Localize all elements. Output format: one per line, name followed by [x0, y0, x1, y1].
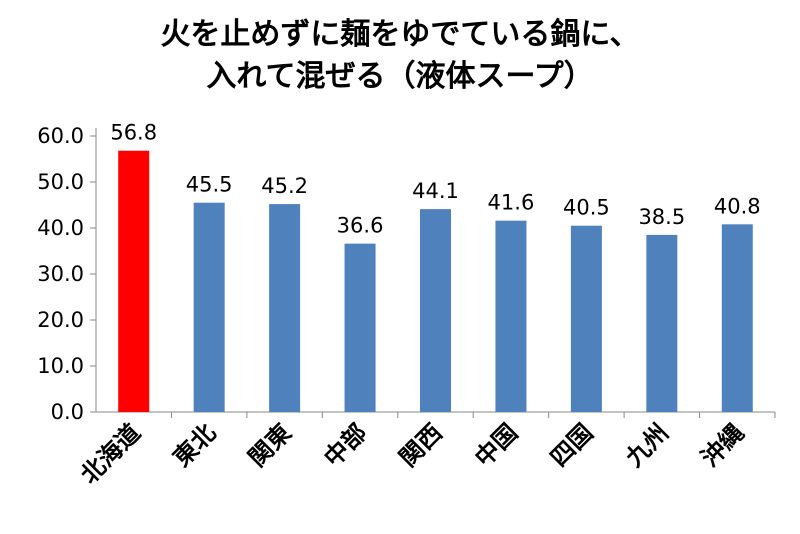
data-label: 40.8: [714, 194, 761, 218]
data-label: 45.5: [186, 173, 233, 197]
chart-title-line-2: 入れて混ぜる（液体スープ）: [206, 59, 594, 94]
bar: [344, 243, 376, 412]
y-tick-label: 0.0: [51, 400, 84, 424]
chart-title: 火を止めずに麺をゆでている鍋に、 入れて混ぜる（液体スープ）: [0, 14, 800, 98]
x-tick-label: 九州: [620, 418, 674, 472]
data-label: 45.2: [261, 174, 308, 198]
chart-title-line-1: 火を止めずに麺をゆでている鍋に、: [160, 17, 640, 52]
x-tick-label: 沖縄: [696, 418, 750, 472]
bar: [193, 202, 225, 412]
bar: [495, 220, 527, 412]
y-tick-label: 30.0: [37, 262, 84, 286]
y-tick-label: 50.0: [37, 170, 84, 194]
x-tick-label: 北海道: [75, 418, 146, 489]
y-tick-label: 10.0: [37, 354, 84, 378]
bar: [118, 150, 150, 412]
bar: [570, 225, 602, 412]
x-tick-label: 中部: [319, 418, 373, 472]
y-tick-label: 40.0: [37, 216, 84, 240]
x-tick-label: 関西: [394, 418, 448, 472]
data-label: 56.8: [110, 121, 157, 145]
data-label: 44.1: [412, 179, 459, 203]
data-label: 38.5: [638, 205, 685, 229]
x-tick-label: 東北: [168, 418, 222, 472]
data-label: 41.6: [488, 191, 535, 215]
y-tick-label: 20.0: [37, 308, 84, 332]
x-tick-label: 関東: [243, 418, 297, 472]
bar: [721, 224, 753, 412]
x-tick-label: 中国: [469, 418, 523, 472]
bar: [269, 204, 301, 412]
data-label: 40.5: [563, 196, 610, 220]
y-tick-label: 60.0: [37, 124, 84, 148]
x-tick-label: 四国: [545, 418, 599, 472]
bar: [420, 209, 451, 412]
bar: [646, 234, 678, 412]
data-label: 36.6: [337, 214, 384, 238]
